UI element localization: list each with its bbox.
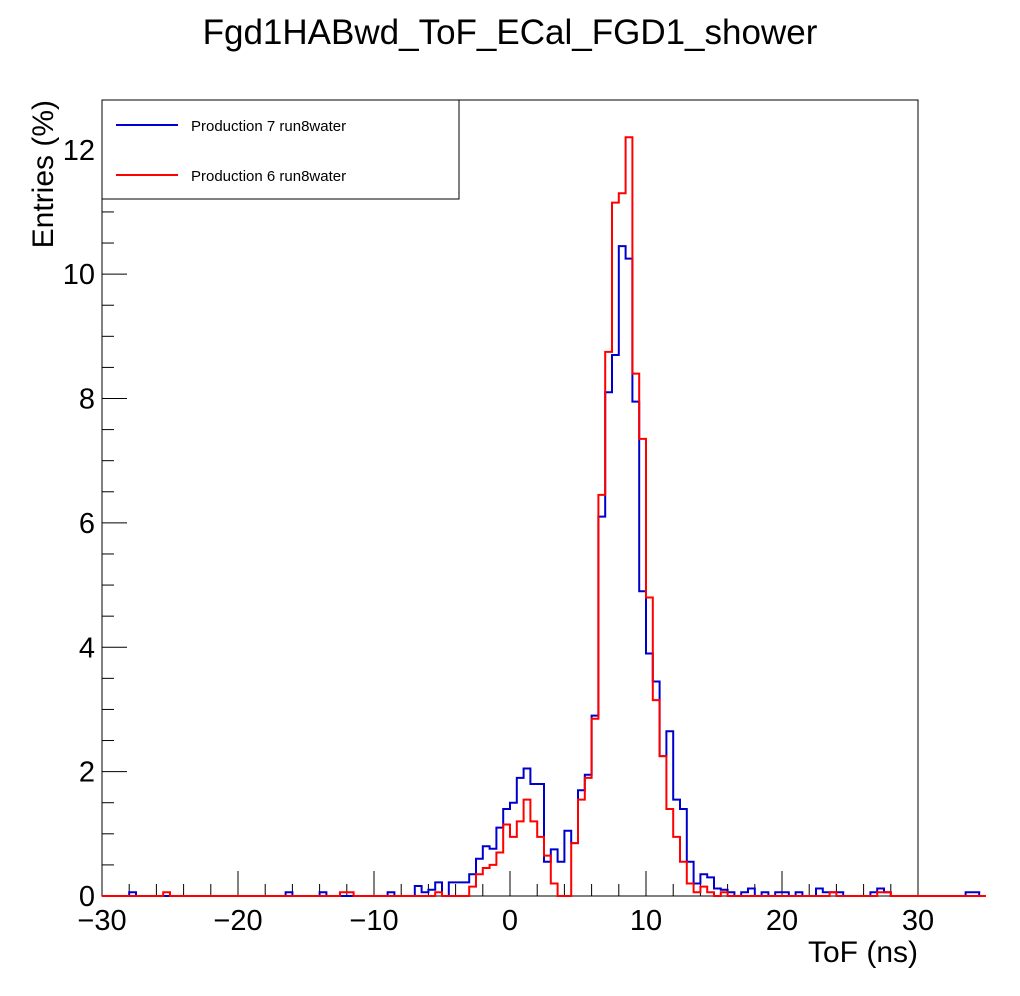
series-line-0	[102, 245, 986, 897]
x-axis-title: ToF (ns)	[808, 936, 918, 969]
x-tick-label: 30	[902, 905, 934, 937]
x-tick-label: 20	[766, 905, 798, 937]
x-tick-label: −20	[213, 905, 262, 937]
y-tick-label: 2	[79, 757, 95, 789]
y-tick-label: 6	[79, 508, 95, 540]
y-axis: 0 2 4 6 8 10 12	[63, 118, 127, 913]
y-tick-label: 0	[79, 881, 95, 913]
chart-title: Fgd1HABwd_ToF_ECal_FGD1_shower	[203, 13, 818, 52]
legend-label-production-7: Production 7 run8water	[191, 118, 346, 135]
legend-label-production-6: Production 6 run8water	[191, 168, 346, 185]
series-layer	[102, 136, 986, 897]
y-tick-label: 8	[79, 384, 95, 416]
legend-box	[101, 99, 460, 200]
y-tick-label: 4	[79, 632, 95, 664]
y-axis-title: Entries (%)	[27, 100, 60, 248]
y-tick-label: 10	[63, 259, 95, 291]
y-tick-label: 12	[63, 135, 95, 167]
x-tick-label: −30	[77, 905, 126, 937]
x-tick-label: 10	[630, 905, 662, 937]
series-line-1	[102, 136, 986, 897]
legend: Production 7 run8water Production 6 run8…	[101, 99, 460, 200]
x-tick-label: 0	[502, 905, 518, 937]
plot-frame	[101, 99, 919, 897]
x-axis: −30 −20 −10 0 10 20 30	[77, 871, 934, 937]
x-tick-label: −10	[349, 905, 398, 937]
